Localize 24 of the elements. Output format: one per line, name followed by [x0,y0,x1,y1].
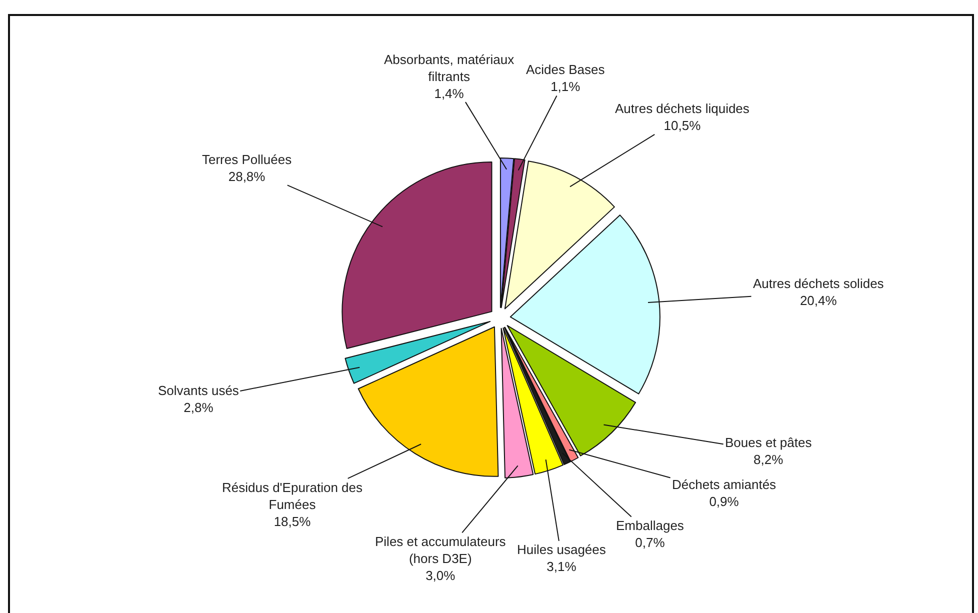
data-label: 1,1% [550,78,581,94]
slice-label: Autres déchets liquides [615,101,750,116]
slice-label: Boues et pâtes [725,435,812,450]
data-label: 20,4% [800,292,838,308]
slice-label: Absorbants, matériaux filtrants [384,52,515,84]
slice-label: Résidus d'Epuration des Fumées [222,480,364,512]
data-label: 1,4% [434,86,464,101]
slice-label: Solvants usés [158,383,240,398]
data-label: 8,2% [754,452,784,467]
data-label: 10,5% [664,118,702,133]
data-label: 2,8% [184,400,214,415]
data-label: 28,8% [228,168,266,184]
slice-label: Huiles usagées [517,542,606,557]
slice-label: Acides Bases [526,62,606,77]
slice-label: Déchets amiantés [672,477,777,492]
data-label: 0,7% [635,534,666,550]
data-label: 3,1% [546,558,577,574]
data-label: 0,9% [709,494,740,509]
slice-label: Piles et accumulateurs (hors D3E) [375,534,506,566]
data-label: 18,5% [274,514,312,529]
slice-label: Emballages [616,518,684,533]
slice-label: Autres déchets solides [753,276,884,291]
data-label: 3,0% [426,568,456,583]
slice-label: Terres Polluées [202,152,292,167]
